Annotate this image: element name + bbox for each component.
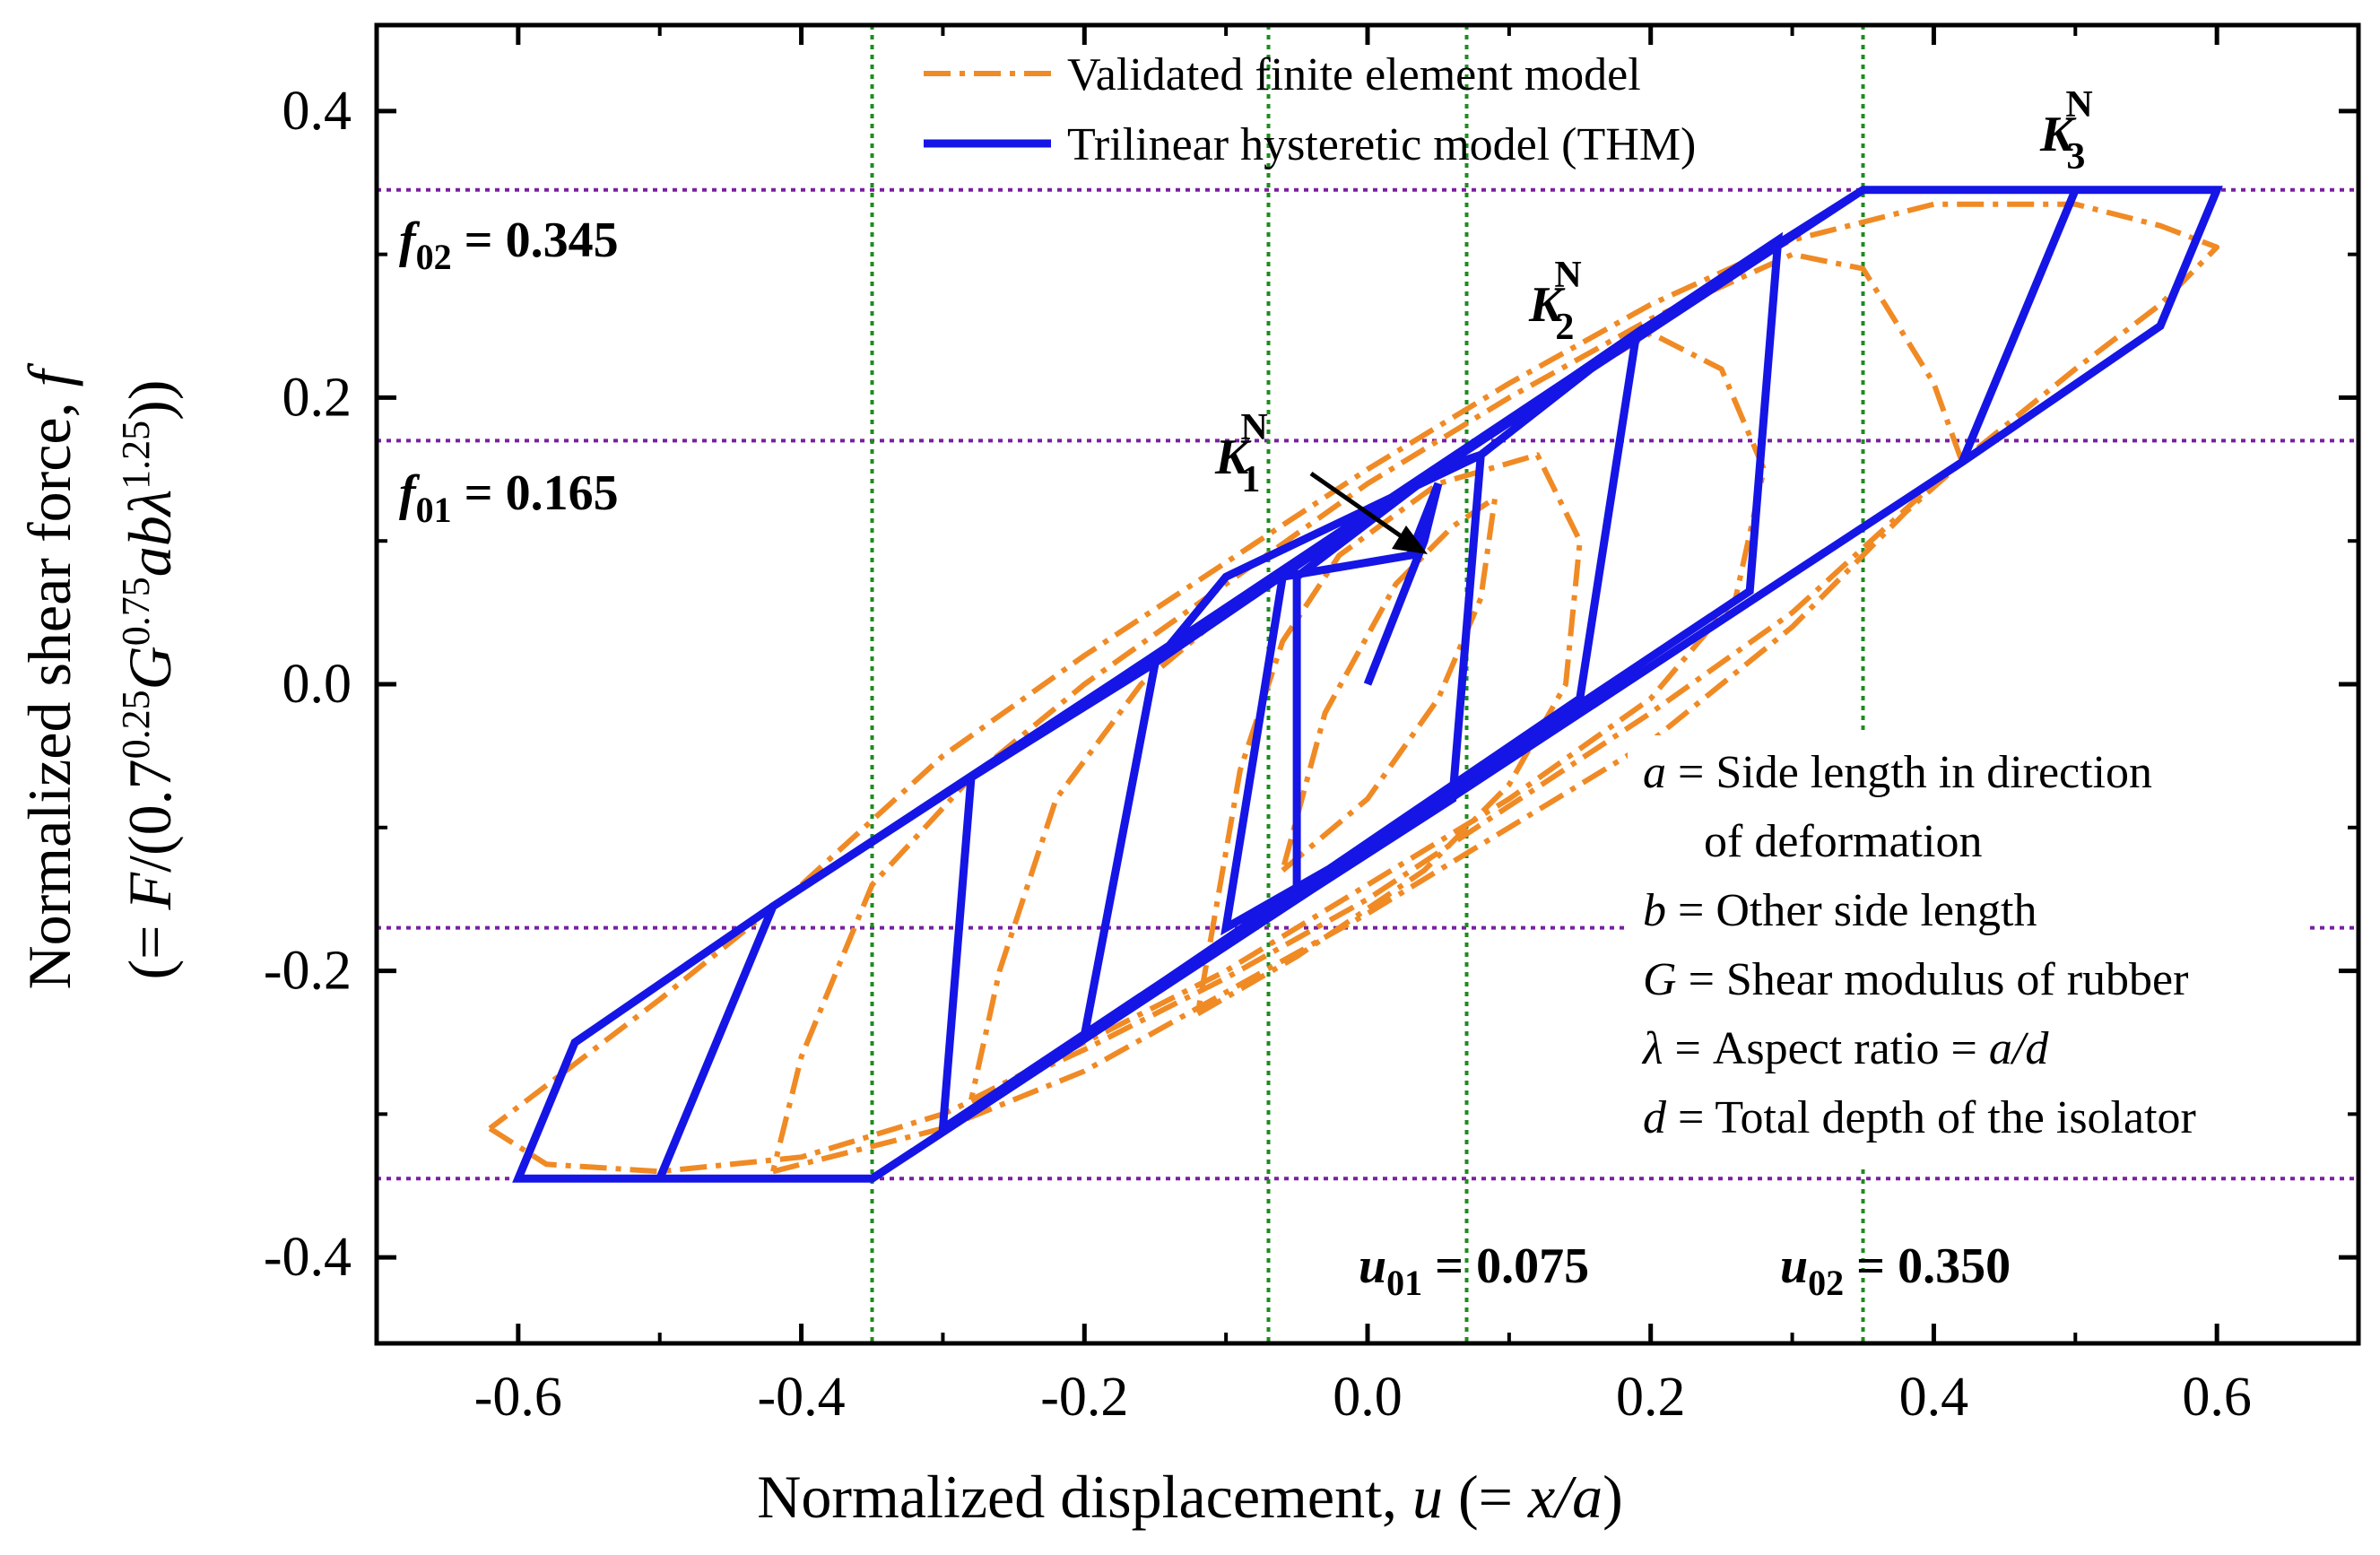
legend-thm-label: Trilinear hysteretic model (THM) [1067, 119, 1696, 170]
k1-arrow-head [1392, 526, 1428, 554]
k1-arrow [1309, 471, 1413, 546]
x-tick-label: -0.6 [474, 1367, 562, 1428]
x-tick-label: -0.2 [1040, 1367, 1128, 1428]
y-tick-label: 0.2 [282, 367, 352, 428]
definition-g: G = Shear modulus of rubber [1643, 954, 2188, 1005]
definitions-background [1628, 735, 2309, 1166]
axis-ticks: -0.6 -0.4 -0.2 0.0 0.2 0.4 0.6 -0.4 -0.2 0.0 0.2 0.… [264, 25, 2358, 1428]
legend: Validated finite element model Trilinear… [924, 49, 1696, 170]
thm-series [512, 186, 2223, 1183]
fe-loop-3 [1194, 452, 1583, 1017]
y-tick-label: 0.0 [282, 654, 352, 715]
legend-fe-label: Validated finite element model [1067, 49, 1641, 100]
definitions: a = Side length in direction of deformat… [1641, 747, 2196, 1143]
y-tick-label: -0.2 [264, 941, 352, 1002]
x-tick-label: 0.6 [2182, 1367, 2252, 1428]
definition-lambda: λ = Aspect ratio = a/d [1641, 1023, 2049, 1074]
x-axis-title: Normalized displacement, u (= x/a) [757, 1463, 1622, 1531]
u01-label: u01 = 0.075 [1359, 1238, 1589, 1303]
x-tick-label: -0.4 [757, 1367, 845, 1428]
definition-a: a = Side length in direction [1643, 747, 2152, 798]
y-axis-title-line2: (= F/(0.70.25G0.75abλ1.25)) [114, 380, 184, 980]
thm-path [512, 186, 2223, 1183]
definition-d: d = Total depth of the isolator [1643, 1092, 2196, 1143]
definition-a-cont: of deformation [1704, 816, 1982, 867]
definition-b: b = Other side length [1643, 885, 2037, 936]
x-tick-label: 0.4 [1899, 1367, 1969, 1428]
y-tick-label: -0.4 [264, 1227, 352, 1288]
k1-label: K1N [1214, 407, 1268, 500]
f02-label: f02 = 0.345 [399, 213, 619, 277]
fe-loop-4 [1280, 495, 1498, 873]
u02-label: u02 = 0.350 [1780, 1238, 2011, 1303]
k2-label: K2N [1528, 255, 1582, 348]
y-tick-label: 0.4 [282, 81, 352, 142]
f01-label: f01 = 0.165 [399, 465, 619, 530]
x-tick-label: 0.2 [1616, 1367, 1686, 1428]
x-tick-label: 0.0 [1333, 1367, 1403, 1428]
fe-loop-1 [770, 251, 1965, 1175]
k3-label: K3N [2039, 84, 2093, 178]
y-axis-title-line1: Normalized shear force, f [15, 362, 83, 989]
fe-loop-2 [969, 330, 1767, 1103]
